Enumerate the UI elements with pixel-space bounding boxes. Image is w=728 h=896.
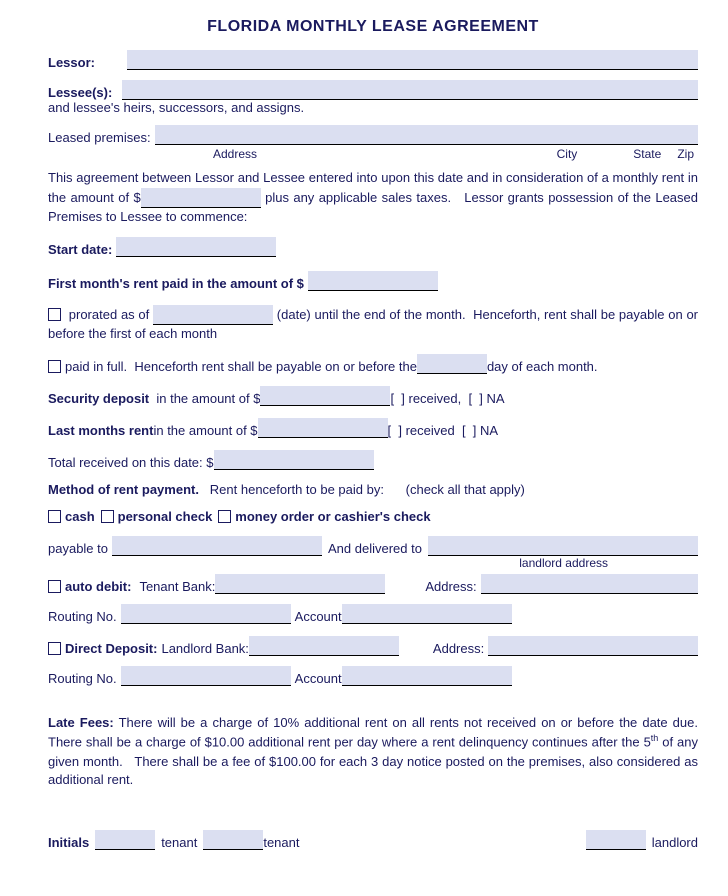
prorated-date-blank[interactable]: [153, 305, 273, 325]
direct-deposit-checkbox[interactable]: [48, 642, 61, 655]
routing2-label: Routing No.: [48, 671, 117, 686]
paidfull-text-b: day of each month.: [487, 359, 598, 374]
city-sublabel: City: [557, 147, 578, 161]
routing1-blank[interactable]: [121, 604, 291, 624]
paidfull-row: paid in full. Henceforth rent shall be p…: [48, 354, 698, 374]
secdep-received: [ ] received, [ ] NA: [390, 391, 504, 406]
state-sublabel: State: [633, 147, 661, 161]
money-order-checkbox[interactable]: [218, 510, 231, 523]
late-fees-text1: There will be a charge of 10% additional…: [48, 715, 698, 750]
late-fees-heading: Late Fees:: [48, 715, 114, 730]
tenant-bank-label: Tenant Bank:: [139, 579, 215, 594]
lastmonth-blank[interactable]: [258, 418, 388, 438]
auto-debit-row: auto debit: Tenant Bank: Address:: [48, 574, 698, 594]
initials-row: Initials tenant tenant landlord: [48, 830, 698, 850]
total-blank[interactable]: [214, 450, 374, 470]
agreement-paragraph: This agreement between Lessor and Lessee…: [48, 169, 698, 227]
first-rent-label: First month's rent paid in the amount of…: [48, 276, 304, 291]
paidfull-text-a: paid in full. Henceforth rent shall be p…: [65, 359, 417, 374]
tb-address-label: Address:: [425, 579, 476, 594]
lb-address-blank[interactable]: [488, 636, 698, 656]
lb-address-label: Address:: [433, 641, 484, 656]
lessee-row: Lessee(s):: [48, 80, 698, 100]
lessor-row: Lessor:: [48, 50, 698, 70]
direct-deposit-label: Direct Deposit:: [65, 641, 157, 656]
delivered-to-blank[interactable]: [428, 536, 698, 556]
total-received-row: Total received on this date: $: [48, 450, 698, 470]
auto-debit-checkbox[interactable]: [48, 580, 61, 593]
payable-row: payable to And delivered to: [48, 536, 698, 556]
account2-label: Account: [295, 671, 342, 686]
tenant1-label: tenant: [161, 835, 197, 850]
initials-label: Initials: [48, 835, 89, 850]
method-label-a: Method of rent payment.: [48, 482, 199, 497]
tenant2-label: tenant: [263, 835, 299, 850]
landlord-bank-blank[interactable]: [249, 636, 399, 656]
start-date-row: Start date:: [48, 237, 698, 257]
tenant1-initial-blank[interactable]: [95, 830, 155, 850]
routing1-label: Routing No.: [48, 609, 117, 624]
prorated-row: prorated as of (date) until the end of t…: [48, 305, 698, 344]
auto-debit-label: auto debit:: [65, 579, 131, 594]
zip-sublabel: Zip: [677, 147, 694, 161]
payable-to-blank[interactable]: [112, 536, 322, 556]
lessee-blank[interactable]: [122, 80, 698, 100]
late-fees-paragraph: Late Fees: There will be a charge of 10%…: [48, 714, 698, 791]
lastmonth-label-a: Last months rent: [48, 423, 153, 438]
direct-deposit-row: Direct Deposit: Landlord Bank: Address:: [48, 636, 698, 656]
premises-row: Leased premises:: [48, 125, 698, 145]
lessee-subtext: and lessee's heirs, successors, and assi…: [48, 100, 698, 115]
account1-label: Account: [295, 609, 342, 624]
landlord-initial-blank[interactable]: [586, 830, 646, 850]
first-rent-row: First month's rent paid in the amount of…: [48, 271, 698, 291]
cash-label: cash: [65, 509, 95, 524]
lessor-label: Lessor:: [48, 55, 95, 70]
paidfull-day-blank[interactable]: [417, 354, 487, 374]
method-label-b: Rent henceforth to be paid by: (check al…: [199, 482, 525, 497]
routing2-blank[interactable]: [121, 666, 291, 686]
account2-blank[interactable]: [342, 666, 512, 686]
prorated-text-a: prorated as of: [69, 307, 153, 322]
lastmonth-label-b: in the amount of $: [153, 423, 257, 438]
lastmonth-received: [ ] received [ ] NA: [388, 423, 499, 438]
start-date-label: Start date:: [48, 242, 112, 257]
first-rent-blank[interactable]: [308, 271, 438, 291]
security-deposit-row: Security deposit in the amount of $ [ ] …: [48, 386, 698, 406]
payment-checks-row: cash personal check money order or cashi…: [48, 509, 698, 524]
secdep-label-b: in the amount of $: [149, 391, 260, 406]
method-row: Method of rent payment. Rent henceforth …: [48, 482, 698, 497]
tenant-bank-blank[interactable]: [215, 574, 385, 594]
premises-sublabels: Address City State Zip: [48, 147, 698, 161]
landlord-label: landlord: [652, 835, 698, 850]
lessee-label: Lessee(s):: [48, 85, 112, 100]
last-month-row: Last months rent in the amount of $ [ ] …: [48, 418, 698, 438]
start-date-blank[interactable]: [116, 237, 276, 257]
money-order-label: money order or cashier's check: [235, 509, 430, 524]
premises-label: Leased premises:: [48, 130, 151, 145]
account1-blank[interactable]: [342, 604, 512, 624]
secdep-label-a: Security deposit: [48, 391, 149, 406]
address-sublabel: Address: [213, 147, 257, 161]
secdep-blank[interactable]: [260, 386, 390, 406]
prorated-checkbox[interactable]: [48, 308, 61, 321]
routing1-row: Routing No. Account: [48, 604, 698, 624]
tb-address-blank[interactable]: [481, 574, 698, 594]
total-label: Total received on this date: $: [48, 455, 214, 470]
routing2-row: Routing No. Account: [48, 666, 698, 686]
lessor-blank[interactable]: [127, 50, 698, 70]
rent-amount-blank[interactable]: [141, 188, 261, 208]
landlord-address-sublabel: landlord address: [48, 556, 698, 570]
paidfull-checkbox[interactable]: [48, 360, 61, 373]
landlord-bank-label: Landlord Bank:: [161, 641, 248, 656]
document-title: FLORIDA MONTHLY LEASE AGREEMENT: [48, 18, 698, 36]
payable-to-label: payable to: [48, 541, 108, 556]
personal-check-checkbox[interactable]: [101, 510, 114, 523]
delivered-to-label: And delivered to: [328, 541, 422, 556]
tenant2-initial-blank[interactable]: [203, 830, 263, 850]
personal-check-label: personal check: [118, 509, 213, 524]
cash-checkbox[interactable]: [48, 510, 61, 523]
premises-blank[interactable]: [155, 125, 698, 145]
